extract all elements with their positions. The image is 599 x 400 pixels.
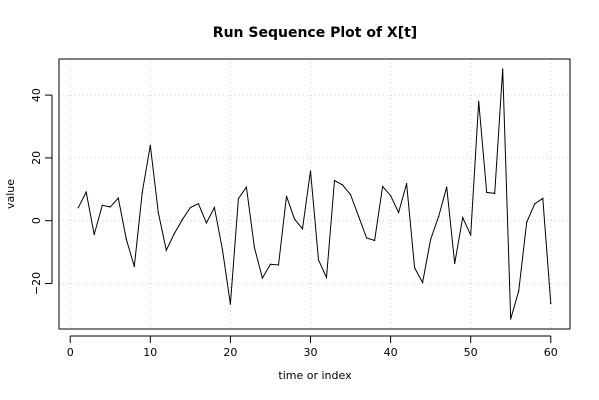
plot-frame xyxy=(58,58,571,330)
data-point xyxy=(189,206,191,209)
data-point xyxy=(157,211,159,214)
data-point xyxy=(205,222,207,224)
data-point xyxy=(237,198,239,200)
data-point xyxy=(518,290,520,292)
data-point xyxy=(309,170,312,172)
data-point xyxy=(414,267,416,269)
data-point xyxy=(534,203,536,205)
data-point xyxy=(542,197,544,199)
y-tick-label: 20 xyxy=(30,151,43,165)
data-point xyxy=(333,179,336,182)
data-point xyxy=(165,249,167,251)
y-tick-label: −20 xyxy=(30,272,43,295)
x-axis-label: time or index xyxy=(278,369,352,382)
data-point xyxy=(358,215,360,217)
data-point xyxy=(390,195,392,197)
data-point xyxy=(366,237,368,239)
data-point xyxy=(349,194,352,196)
data-point xyxy=(374,239,376,242)
data-point xyxy=(93,233,95,236)
data-point xyxy=(470,234,472,236)
data-point xyxy=(550,303,552,305)
data-point xyxy=(269,263,271,265)
data-point xyxy=(406,183,408,185)
x-tick-label: 60 xyxy=(544,346,558,359)
data-point xyxy=(398,211,400,214)
data-point xyxy=(173,233,175,235)
data-point xyxy=(510,318,512,320)
x-tick-label: 50 xyxy=(464,346,478,359)
data-point xyxy=(109,206,111,208)
x-tick-label: 10 xyxy=(143,346,157,359)
data-point xyxy=(85,191,87,193)
y-axis-label: value xyxy=(4,179,17,209)
data-point xyxy=(285,195,288,197)
x-tick-label: 0 xyxy=(67,346,74,359)
data-point xyxy=(430,238,432,241)
data-point xyxy=(221,248,223,250)
data-point xyxy=(454,262,456,264)
data-point xyxy=(446,186,448,188)
data-point xyxy=(478,100,480,102)
data-point xyxy=(526,221,528,223)
data-point xyxy=(117,197,119,199)
data-point xyxy=(253,246,255,248)
data-point xyxy=(494,192,496,194)
data-point xyxy=(101,204,103,206)
data-point xyxy=(317,259,320,261)
data-point xyxy=(77,207,79,209)
axes: 0 10 20 30 40 50 60 −20 0 20 40 xyxy=(30,88,558,359)
grid-lines xyxy=(59,59,570,329)
data-point xyxy=(245,186,247,188)
data-point xyxy=(149,144,151,146)
data-point xyxy=(325,276,328,279)
series-layer xyxy=(77,68,552,320)
data-point xyxy=(341,184,344,186)
y-tick-label: 0 xyxy=(30,217,43,224)
data-point xyxy=(486,191,488,193)
data-point xyxy=(197,203,199,205)
data-point xyxy=(141,191,143,193)
data-point xyxy=(462,216,464,219)
data-point xyxy=(277,264,280,266)
data-point xyxy=(301,228,304,230)
data-point xyxy=(261,277,263,279)
data-point xyxy=(125,238,127,240)
y-tick-label: 40 xyxy=(30,88,43,102)
chart-title: Run Sequence Plot of X[t] xyxy=(213,25,417,41)
data-point xyxy=(422,281,424,284)
data-point xyxy=(213,206,215,209)
x-tick-label: 40 xyxy=(384,346,398,359)
data-point xyxy=(502,68,504,70)
data-point xyxy=(229,303,231,305)
data-point xyxy=(133,265,135,268)
x-tick-label: 30 xyxy=(303,346,317,359)
x-tick-label: 20 xyxy=(223,346,237,359)
data-point xyxy=(382,185,384,188)
data-point xyxy=(181,219,183,221)
series-line xyxy=(77,68,552,320)
data-point xyxy=(438,216,440,218)
data-point xyxy=(293,218,296,220)
